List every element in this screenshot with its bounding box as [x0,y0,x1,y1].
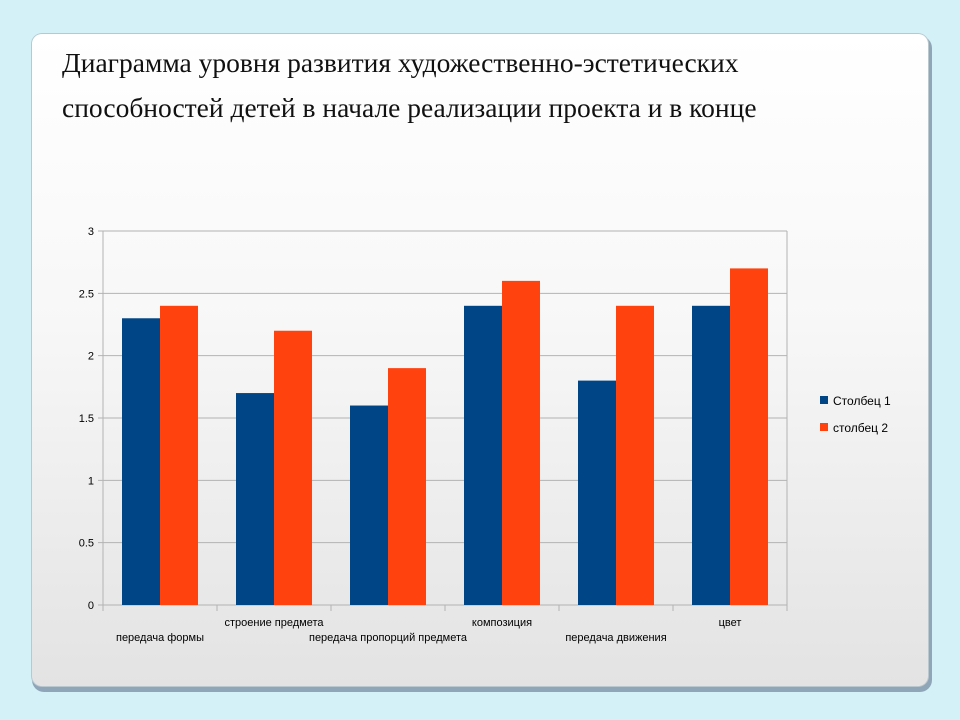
bar-series-1 [350,405,388,605]
legend-label-series-1: Столбец 1 [833,394,891,408]
bar-series-1 [236,393,274,605]
bar-series-2 [388,368,426,605]
bar-series-1 [578,380,616,605]
gridlines [98,230,788,606]
legend-swatch-series-1 [820,396,828,404]
legend: Столбец 1 столбец 2 [820,394,891,435]
y-tick-label: 1.5 [79,413,94,425]
bar-series-2 [274,330,312,605]
x-tick-label: строение предмета [225,617,325,629]
x-tick-label: передача формы [116,632,204,644]
x-tick-label: передача пропорций предмета [309,632,468,644]
chart-title: Диаграмма уровня развития художественно-… [62,47,757,123]
y-tick-label: 0.5 [79,538,94,550]
bar-series-1 [692,305,730,605]
legend-label-series-2: столбец 2 [833,421,888,435]
bar-series-2 [730,268,768,605]
y-axis-ticks: 0 0.5 1 1.5 2 2.5 3 [79,226,94,612]
bar-series-2 [502,280,540,605]
y-tick-label: 2 [88,351,94,363]
legend-swatch-series-2 [820,423,828,431]
bars [122,268,768,605]
x-axis-ticks: передача формы строение предмета передача … [102,605,788,644]
bar-series-1 [122,318,160,605]
x-tick-label: передача движения [565,632,666,644]
y-tick-label: 3 [88,226,94,238]
bar-series-2 [616,305,654,605]
y-tick-label: 2.5 [79,288,94,300]
bar-series-1 [464,305,502,605]
y-tick-label: 1 [88,475,94,487]
x-tick-label: цвет [719,617,742,629]
y-tick-label: 0 [88,600,94,612]
bar-series-2 [160,305,198,605]
x-tick-label: композиция [472,617,532,629]
